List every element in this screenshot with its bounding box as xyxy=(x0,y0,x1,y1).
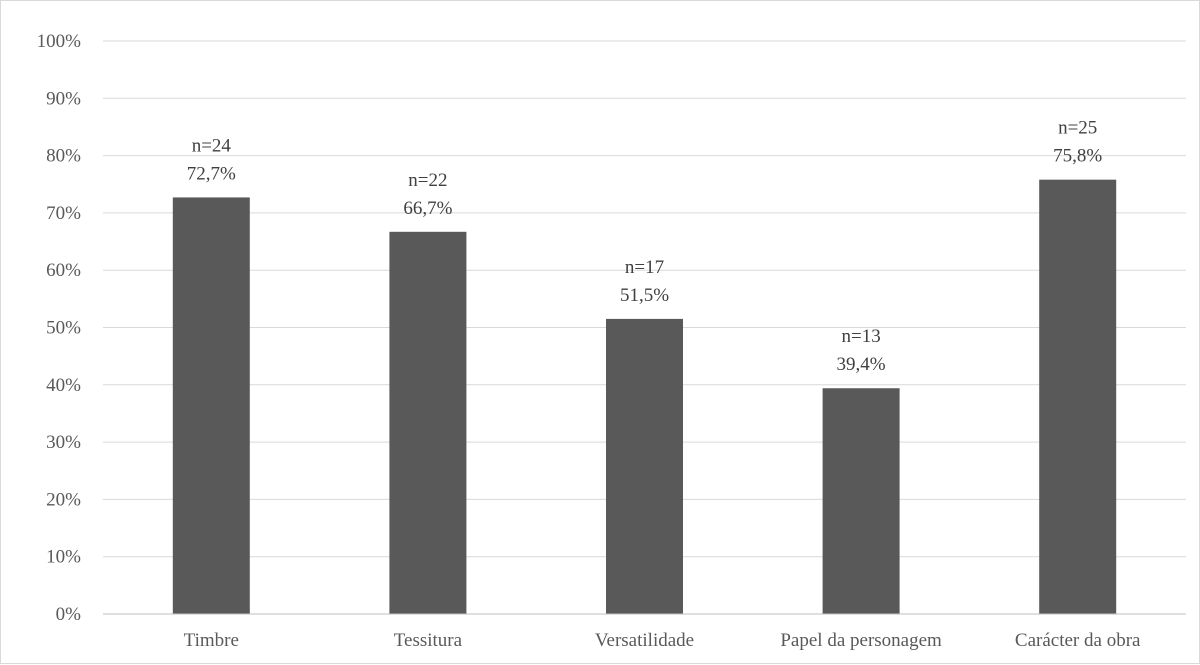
y-tick-label: 70% xyxy=(46,203,81,224)
data-labels: n=24 72,7% n=22 66,7% n=17 51,5% n=13 39,4% n=25… xyxy=(187,118,1103,376)
data-label-percent: 72,7% xyxy=(187,163,236,184)
y-tick-label: 80% xyxy=(46,146,81,167)
data-label-percent: 66,7% xyxy=(403,198,452,219)
bars xyxy=(172,179,1117,614)
data-label-count: n=17 xyxy=(625,257,664,278)
x-category-label: Tessitura xyxy=(394,630,463,651)
y-tick-label: 10% xyxy=(46,547,81,568)
data-label-count: n=22 xyxy=(408,170,447,191)
y-tick-label: 30% xyxy=(46,432,81,453)
y-axis-tick-labels: 0% 10% 20% 30% 40% 50% 60% 70% 80% 90% 100% xyxy=(37,31,82,625)
x-category-label: Timbre xyxy=(184,630,239,651)
bar xyxy=(822,388,900,614)
data-label-count: n=25 xyxy=(1058,118,1097,139)
y-tick-label: 90% xyxy=(46,88,81,109)
x-category-label: Versatilidade xyxy=(595,630,694,651)
y-tick-label: 40% xyxy=(46,375,81,396)
data-label-percent: 39,4% xyxy=(837,354,886,375)
x-category-label: Carácter da obra xyxy=(1015,630,1141,651)
y-tick-label: 60% xyxy=(46,260,81,281)
y-tick-label: 0% xyxy=(56,604,82,625)
y-tick-label: 50% xyxy=(46,318,81,339)
data-label-count: n=24 xyxy=(192,135,232,156)
x-category-label: Papel da personagem xyxy=(780,630,942,651)
data-label-percent: 51,5% xyxy=(620,285,669,306)
bar xyxy=(1039,179,1117,614)
bar xyxy=(172,197,250,614)
y-tick-label: 20% xyxy=(46,489,81,510)
bar xyxy=(606,318,683,614)
bar xyxy=(389,231,467,614)
y-tick-label: 100% xyxy=(37,31,82,52)
data-label-percent: 75,8% xyxy=(1053,146,1102,167)
data-label-count: n=13 xyxy=(841,326,880,347)
x-axis-category-labels: Timbre Tessitura Versatilidade Papel da per… xyxy=(184,630,1141,651)
